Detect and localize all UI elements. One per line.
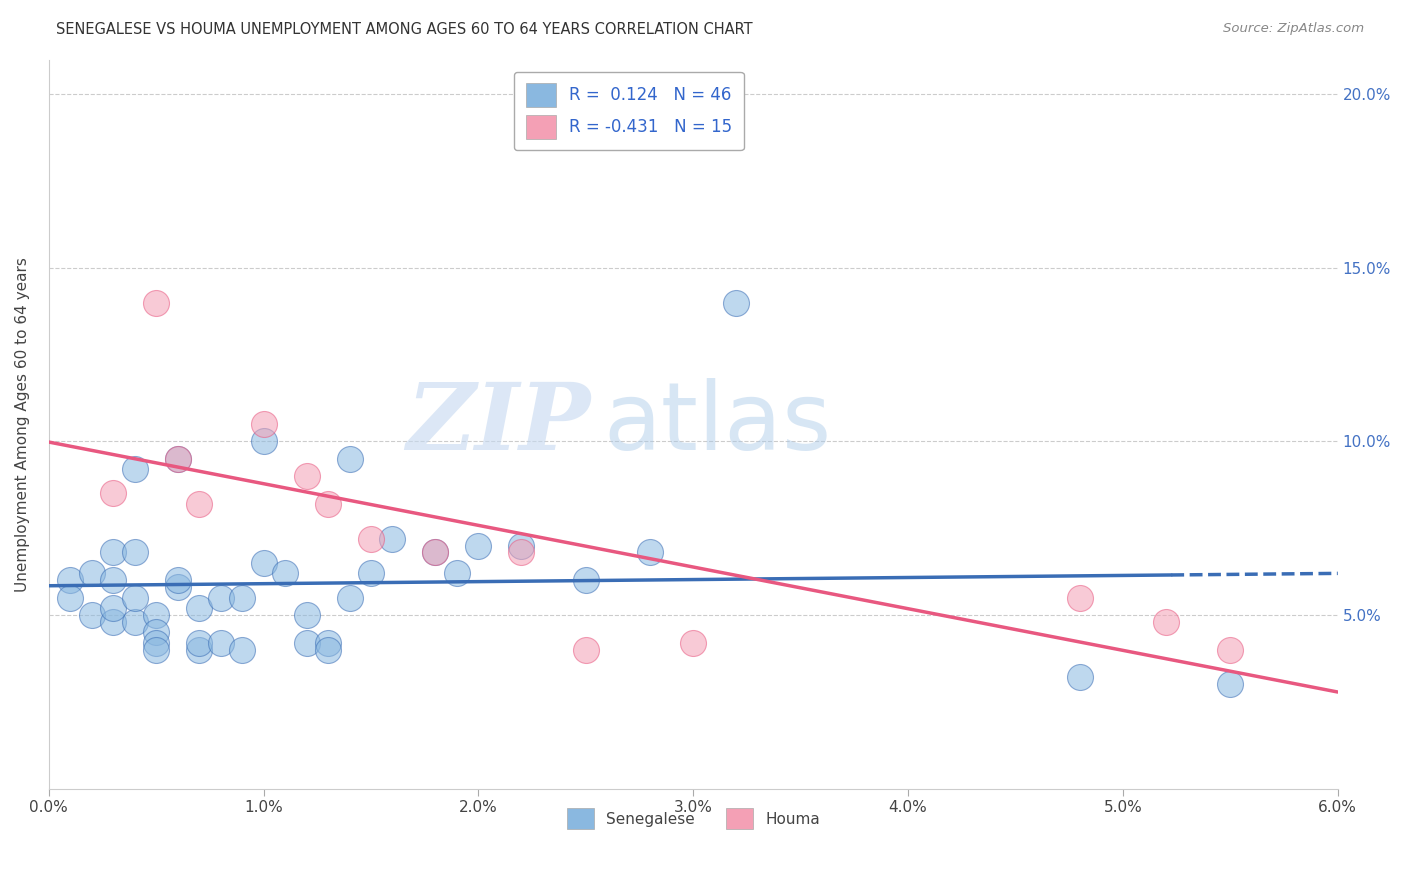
Point (80, 566, 103, 581)
Point (103, 545, 125, 559)
Point (209, 591, 232, 605)
Point (59, 574, 82, 588)
Point (231, 591, 253, 605)
Text: atlas: atlas (603, 378, 831, 470)
Point (231, 642, 253, 657)
Text: SENEGALESE VS HOUMA UNEMPLOYMENT AMONG AGES 60 TO 64 YEARS CORRELATION CHART: SENEGALESE VS HOUMA UNEMPLOYMENT AMONG A… (56, 22, 752, 37)
Point (381, 532, 404, 546)
Point (425, 545, 447, 559)
Point (316, 636, 339, 650)
Point (188, 642, 211, 657)
Point (425, 545, 447, 559)
Point (166, 451, 188, 466)
Point (274, 566, 297, 581)
Point (166, 451, 188, 466)
Legend: Senegalese, Houma: Senegalese, Houma (561, 802, 827, 836)
Point (124, 615, 146, 629)
Point (1069, 670, 1091, 684)
Point (188, 601, 211, 615)
Point (80, 607, 103, 622)
Point (145, 636, 167, 650)
Point (295, 636, 318, 650)
Point (145, 625, 167, 640)
Point (295, 469, 318, 483)
Point (124, 462, 146, 476)
Point (145, 642, 167, 657)
Point (252, 556, 274, 570)
Point (252, 434, 274, 449)
Point (682, 636, 704, 650)
Point (360, 532, 382, 546)
Point (640, 545, 662, 559)
Point (103, 486, 125, 500)
Point (166, 574, 188, 588)
Point (295, 607, 318, 622)
Point (316, 497, 339, 511)
Point (59, 591, 82, 605)
Point (188, 497, 211, 511)
Point (575, 642, 598, 657)
Point (446, 566, 468, 581)
Text: ZIP: ZIP (406, 379, 591, 469)
Point (339, 591, 361, 605)
Point (575, 574, 598, 588)
Point (510, 539, 533, 553)
Point (360, 566, 382, 581)
Point (1219, 677, 1241, 691)
Point (252, 417, 274, 431)
Point (725, 295, 748, 310)
Point (103, 574, 125, 588)
Point (103, 601, 125, 615)
Point (145, 607, 167, 622)
Point (188, 636, 211, 650)
Point (124, 591, 146, 605)
Point (339, 451, 361, 466)
Text: Source: ZipAtlas.com: Source: ZipAtlas.com (1223, 22, 1364, 36)
Point (124, 545, 146, 559)
Point (1219, 642, 1241, 657)
Point (1154, 615, 1177, 629)
Point (209, 636, 232, 650)
Point (510, 545, 533, 559)
Point (145, 295, 167, 310)
Point (467, 539, 489, 553)
Point (166, 580, 188, 594)
Point (316, 642, 339, 657)
Y-axis label: Unemployment Among Ages 60 to 64 years: Unemployment Among Ages 60 to 64 years (15, 257, 30, 591)
Point (103, 615, 125, 629)
Point (1069, 591, 1091, 605)
